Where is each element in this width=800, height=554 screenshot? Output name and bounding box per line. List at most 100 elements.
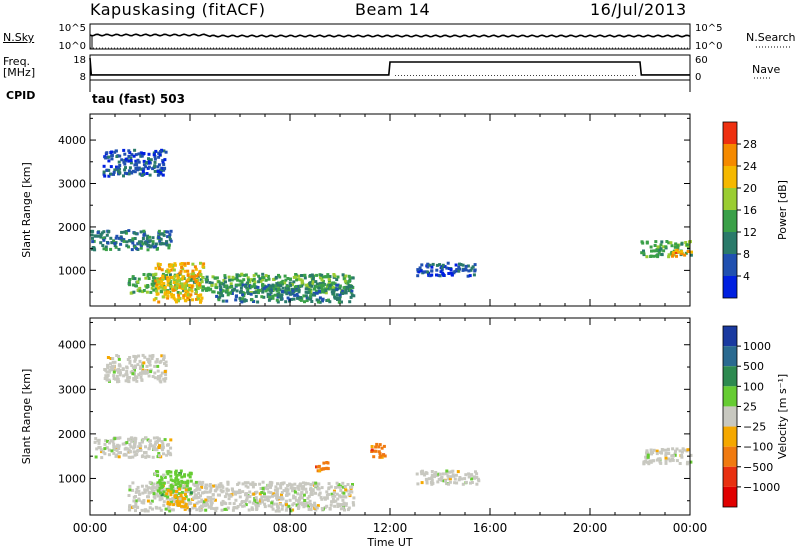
data-cell	[176, 276, 180, 280]
data-cell	[339, 507, 343, 511]
data-cell	[215, 294, 219, 298]
data-cell	[132, 377, 136, 380]
data-cell	[104, 368, 108, 372]
data-cell	[156, 364, 160, 368]
data-cell	[292, 275, 296, 279]
data-cell	[461, 482, 465, 486]
data-cell	[104, 374, 108, 378]
data-cell	[230, 278, 234, 282]
data-cell	[272, 287, 275, 291]
data-cell	[292, 297, 296, 301]
data-cell	[103, 377, 107, 380]
data-cell	[430, 473, 434, 477]
data-cell	[279, 497, 283, 501]
data-cell	[297, 506, 301, 510]
data-cell	[326, 275, 330, 279]
data-cell	[155, 492, 159, 496]
data-cell	[190, 275, 194, 279]
data-cell	[133, 440, 137, 444]
data-cell	[477, 479, 481, 483]
data-cell	[218, 485, 221, 489]
data-cell	[415, 472, 419, 476]
data-cell	[310, 492, 314, 496]
data-cell	[466, 274, 470, 278]
data-cell	[136, 485, 140, 489]
data-cell	[416, 268, 420, 272]
colorbar-segment	[723, 166, 737, 188]
data-cell	[184, 287, 187, 290]
data-cell	[232, 502, 236, 506]
data-cell	[143, 241, 147, 245]
colorbar-tick-label: 25	[743, 400, 757, 413]
data-cell	[659, 450, 663, 454]
data-cell	[218, 295, 222, 299]
data-cell	[261, 288, 265, 292]
data-cell	[318, 282, 322, 286]
data-cell	[144, 161, 148, 165]
data-cell	[136, 158, 140, 162]
data-cell	[647, 462, 651, 466]
data-cell	[252, 284, 256, 288]
data-cell	[664, 453, 668, 457]
data-cell	[667, 253, 671, 257]
data-cell	[469, 481, 472, 485]
data-cell	[338, 284, 342, 288]
data-cell	[333, 489, 336, 493]
data-cell	[281, 290, 284, 294]
data-cell	[122, 174, 125, 178]
data-cell	[112, 451, 116, 455]
data-cell	[378, 443, 382, 447]
data-cell	[108, 369, 112, 372]
data-cell	[147, 240, 151, 244]
data-cell	[322, 275, 326, 279]
data-cell	[335, 481, 339, 485]
data-cell	[341, 289, 345, 293]
data-cell	[332, 491, 336, 495]
data-cell	[166, 443, 169, 447]
data-cell	[172, 293, 175, 297]
data-cell	[673, 453, 677, 457]
data-cell	[233, 506, 237, 509]
data-cell	[132, 290, 136, 294]
data-cell	[131, 169, 135, 173]
data-cell	[180, 479, 184, 483]
colorbar-tick-label: 100	[743, 380, 764, 393]
data-cell	[377, 445, 381, 449]
data-cell	[279, 297, 283, 301]
data-cell	[257, 289, 261, 293]
data-cell	[117, 451, 121, 455]
data-cell	[247, 278, 250, 282]
data-cell	[336, 502, 340, 506]
data-cell	[650, 452, 654, 456]
data-cell	[153, 169, 157, 173]
colorbar-segment	[723, 188, 737, 210]
data-cell	[163, 288, 167, 292]
data-cell	[456, 470, 460, 474]
data-cell	[250, 298, 254, 302]
data-cell	[113, 168, 117, 172]
y-tick-label: 3000	[58, 383, 86, 396]
data-cell	[222, 282, 226, 286]
data-cell	[677, 250, 681, 254]
data-cell	[171, 497, 175, 501]
data-cell	[166, 449, 170, 453]
data-cell	[147, 159, 151, 163]
data-cell	[689, 253, 693, 257]
data-cell	[114, 377, 118, 381]
data-cell	[225, 299, 229, 303]
data-cell	[317, 482, 321, 486]
data-cell	[327, 482, 331, 486]
data-cell	[378, 452, 382, 456]
data-cell	[148, 161, 152, 165]
nave-label: Nave	[752, 63, 781, 76]
data-cell	[136, 168, 140, 172]
data-cell	[347, 274, 351, 278]
data-cell	[238, 488, 242, 492]
data-cell	[217, 291, 220, 295]
data-cell	[210, 281, 214, 285]
data-cell	[169, 490, 173, 494]
data-cell	[165, 492, 169, 496]
data-cell	[326, 286, 329, 290]
beam-title: Beam 14	[355, 0, 431, 19]
data-cell	[300, 274, 303, 278]
